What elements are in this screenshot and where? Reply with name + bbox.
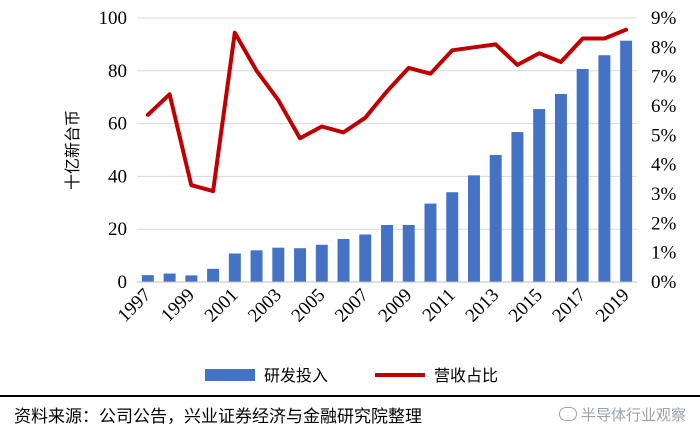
x-tick-label: 2017: [548, 285, 590, 327]
line-point-2012: [473, 46, 475, 48]
x-tick-label: 2015: [505, 285, 547, 327]
legend-bar-label: 研发投入: [264, 366, 328, 385]
y-right-tick-label: 2%: [651, 213, 677, 234]
line-point-2017: [582, 38, 584, 40]
line-point-2001: [234, 32, 236, 34]
footer-divider: [0, 395, 700, 397]
bar-2004: [294, 248, 307, 282]
line-point-2004: [299, 137, 301, 139]
y-left-tick-label: 80: [108, 61, 127, 82]
bar-2017: [576, 68, 589, 283]
line-point-2007: [364, 117, 366, 119]
line-point-2000: [212, 190, 214, 192]
y-left-tick-label: 60: [108, 114, 127, 135]
bar-2018: [598, 55, 611, 282]
line-point-2018: [603, 38, 605, 40]
x-tick-label: 1999: [157, 285, 199, 327]
line-point-2003: [277, 99, 279, 101]
watermark-text: 半导体行业观察: [580, 406, 686, 424]
x-tick-label: 2011: [419, 285, 460, 326]
legend-line-label: 营收占比: [434, 366, 498, 385]
bar-2015: [533, 109, 546, 282]
line-point-2006: [343, 131, 345, 133]
bar-2011: [446, 192, 459, 282]
y-right-tick-label: 5%: [651, 125, 677, 146]
watermark: 半导体行业观察: [558, 404, 686, 425]
line-point-2013: [495, 43, 497, 45]
bar-2016: [554, 94, 567, 282]
line-point-2014: [516, 64, 518, 66]
bar-2012: [467, 175, 480, 282]
line-point-2002: [256, 70, 258, 72]
y-right-tick-label: 8%: [651, 37, 677, 58]
y-axis-label: 十亿新台币: [63, 110, 82, 190]
bar-2009: [402, 224, 415, 282]
y-right-tick-label: 3%: [651, 184, 677, 205]
y-right-tick-label: 6%: [651, 96, 677, 117]
y-right-tick-label: 9%: [651, 8, 677, 29]
line-point-2019: [625, 29, 627, 31]
bar-2002: [250, 250, 263, 282]
y-left-tick-label: 100: [99, 8, 128, 29]
x-tick-label: 2001: [201, 285, 243, 327]
bar-2000: [207, 268, 220, 282]
line-point-2015: [538, 52, 540, 54]
y-right-tick-label: 7%: [651, 67, 677, 88]
bar-1999: [185, 275, 198, 282]
line-point-2009: [408, 67, 410, 69]
bar-2005: [315, 244, 328, 282]
bar-2010: [424, 203, 437, 282]
line-point-1997: [147, 114, 149, 116]
line-point-1999: [190, 184, 192, 186]
line-point-2016: [560, 61, 562, 63]
bar-2003: [272, 247, 285, 282]
x-tick-label: 2007: [331, 285, 373, 327]
x-tick-label: 2009: [375, 285, 417, 327]
bar-2001: [228, 253, 241, 282]
line-point-2008: [386, 90, 388, 92]
y-right-tick-label: 4%: [651, 155, 677, 176]
wechat-icon: [558, 407, 577, 421]
line-point-2011: [451, 49, 453, 51]
line-point-2005: [321, 126, 323, 128]
x-tick-label: 2003: [244, 285, 286, 327]
bar-2007: [359, 234, 372, 282]
y-left-tick-label: 20: [108, 219, 127, 240]
bar-1998: [163, 273, 176, 282]
line-point-2010: [429, 73, 431, 75]
x-tick-label: 2013: [462, 285, 504, 327]
x-tick-label: 2005: [288, 285, 330, 327]
legend-bar-swatch: [205, 369, 255, 381]
bar-2006: [337, 238, 350, 282]
y-right-tick-label: 1%: [651, 243, 677, 264]
source-note: 资料来源：公司公告，兴业证券经济与金融研究院整理: [14, 407, 422, 427]
bar-2008: [381, 224, 393, 282]
bar-1997: [141, 275, 154, 282]
line-point-1998: [169, 93, 171, 95]
line-series: [145, 27, 629, 194]
x-tick-label: 2019: [592, 285, 634, 327]
y-left-tick-label: 0: [118, 272, 128, 293]
bar-2019: [620, 40, 633, 283]
bar-2014: [511, 132, 524, 282]
y-left-tick-label: 40: [108, 166, 127, 187]
bar-2013: [489, 155, 502, 282]
y-right-tick-label: 0%: [651, 272, 677, 293]
